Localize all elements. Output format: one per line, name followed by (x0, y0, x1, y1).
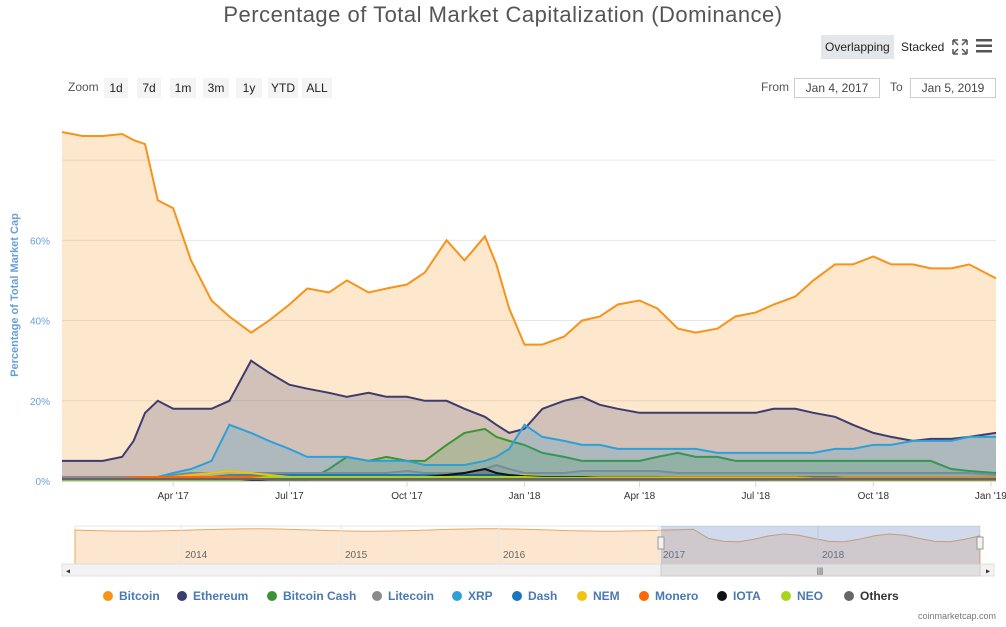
legend-label: XRP (468, 589, 493, 603)
legend-label: Bitcoin (119, 589, 160, 603)
x-tick-label: Apr '17 (157, 491, 189, 502)
legend-item-others[interactable]: Others (844, 587, 899, 605)
series-line-litecoin[interactable] (62, 463, 997, 478)
zoom-all-button[interactable]: ALL (302, 78, 332, 98)
legend-item-nem[interactable]: NEM (577, 587, 620, 605)
legend-label: Others (860, 589, 899, 603)
scroll-left-arrow-icon[interactable]: ◂ (66, 567, 70, 576)
x-tick-label: Oct '17 (391, 491, 423, 502)
x-tick-label: Jan '18 (509, 491, 541, 502)
series-areas (61, 131, 997, 482)
navigator-series-area (74, 528, 981, 567)
legend-dot-icon (844, 591, 854, 601)
legend-dot-icon (372, 591, 382, 601)
legend-dot-icon (103, 591, 113, 601)
zoom-1m-button[interactable]: 1m (170, 78, 196, 98)
y-axis-ticks: 0% 20% 40% 60% (30, 236, 50, 488)
x-tick-label: Apr '18 (624, 491, 656, 502)
overlapping-button[interactable]: Overlapping (821, 35, 894, 59)
zoom-ytd-button[interactable]: YTD (268, 78, 298, 98)
legend-label: Ethereum (193, 589, 249, 603)
x-tick-label: Jan '19 (975, 491, 1006, 502)
navigator-selection[interactable] (661, 526, 980, 566)
legend-dot-icon (267, 591, 277, 601)
legend-dot-icon (177, 591, 187, 601)
legend-dot-icon (577, 591, 587, 601)
x-tick-label: Oct '18 (858, 491, 890, 502)
legend-label: Bitcoin Cash (283, 589, 357, 603)
navigator-scrollbar-thumb[interactable] (660, 563, 981, 577)
legend-item-xrp[interactable]: XRP (452, 587, 493, 605)
credit-link[interactable]: coinmarketcap.com (917, 611, 996, 621)
series-line-xrp[interactable] (62, 423, 996, 480)
chart-title: Percentage of Total Market Capitalizatio… (223, 2, 783, 27)
chart-legend: Bitcoin Ethereum Bitcoin Cash Litecoin XRP Da… (0, 587, 1006, 605)
zoom-3m-button[interactable]: 3m (203, 78, 229, 98)
from-date-input[interactable]: Jan 4, 2017 (794, 78, 880, 98)
y-tick-label: 0% (36, 477, 51, 488)
scroll-right-arrow-icon[interactable]: ▸ (986, 567, 990, 576)
legend-item-litecoin[interactable]: Litecoin (372, 587, 434, 605)
series-area-bitcoin-cash (62, 428, 996, 481)
scrollbar-grip: ||| (817, 567, 823, 576)
zoom-7d-button[interactable]: 7d (137, 78, 161, 98)
legend-label: Litecoin (388, 589, 435, 603)
navigator-year-label: 2018 (822, 550, 845, 561)
legend-label: NEO (797, 589, 824, 603)
stacked-button[interactable]: Stacked (901, 40, 945, 54)
legend-dot-icon (512, 591, 522, 601)
zoom-1y-button[interactable]: 1y (236, 78, 262, 98)
series-line-ethereum[interactable] (62, 359, 997, 462)
zoom-label: Zoom (68, 80, 99, 94)
series-area-xrp (62, 424, 996, 481)
x-tick-label: Jul '18 (741, 491, 770, 502)
legend-label: IOTA (733, 589, 761, 603)
legend-item-dash[interactable]: Dash (512, 587, 557, 605)
navigator-left-handle[interactable] (657, 536, 665, 550)
to-label: To (890, 80, 903, 94)
from-label: From (761, 80, 789, 94)
navigator[interactable]: 2014 2015 2016 2017 2018 ||| ◂ ▸ (0, 520, 1006, 580)
y-tick-label: 40% (30, 317, 50, 328)
series-area-bitcoin (62, 132, 996, 481)
legend-item-neo[interactable]: NEO (781, 587, 823, 605)
y-axis-label: Percentage of Total Market Cap (9, 213, 21, 377)
legend-item-iota[interactable]: IOTA (717, 587, 761, 605)
x-axis-ticks: Apr '17 Jul '17 Oct '17 Jan '18 Apr '18 Jul '… (62, 481, 1006, 502)
x-tick-label: Jul '17 (275, 491, 304, 502)
legend-label: Monero (655, 589, 699, 603)
navigator-year-label: 2016 (503, 550, 526, 561)
dominance-chart[interactable]: 0% 20% 40% 60% Apr '17 Jul '17 Oct '17 Jan '18… (0, 0, 1006, 510)
navigator-year-labels: 2014 2015 2016 2017 2018 (180, 526, 845, 566)
navigator-year-label: 2017 (663, 550, 686, 561)
navigator-year-label: 2015 (345, 550, 368, 561)
to-date-input[interactable]: Jan 5, 2019 (910, 78, 996, 98)
legend-dot-icon (639, 591, 649, 601)
zoom-1d-button[interactable]: 1d (104, 78, 128, 98)
hamburger-menu-icon[interactable] (976, 39, 992, 58)
legend-dot-icon (781, 591, 791, 601)
y-tick-label: 60% (30, 236, 50, 247)
fullscreen-icon[interactable] (952, 39, 968, 60)
legend-item-bitcoin[interactable]: Bitcoin (103, 587, 160, 605)
legend-dot-icon (452, 591, 462, 601)
legend-label: Dash (528, 589, 558, 603)
legend-item-bitcoin-cash[interactable]: Bitcoin Cash (267, 587, 356, 605)
series-line-bitcoin[interactable] (61, 131, 997, 346)
navigator-right-handle[interactable] (976, 536, 984, 550)
legend-dot-icon (717, 591, 727, 601)
legend-item-ethereum[interactable]: Ethereum (177, 587, 248, 605)
y-tick-label: 20% (30, 397, 50, 408)
legend-item-monero[interactable]: Monero (639, 587, 698, 605)
navigator-year-label: 2014 (185, 550, 208, 561)
legend-label: NEM (593, 589, 620, 603)
